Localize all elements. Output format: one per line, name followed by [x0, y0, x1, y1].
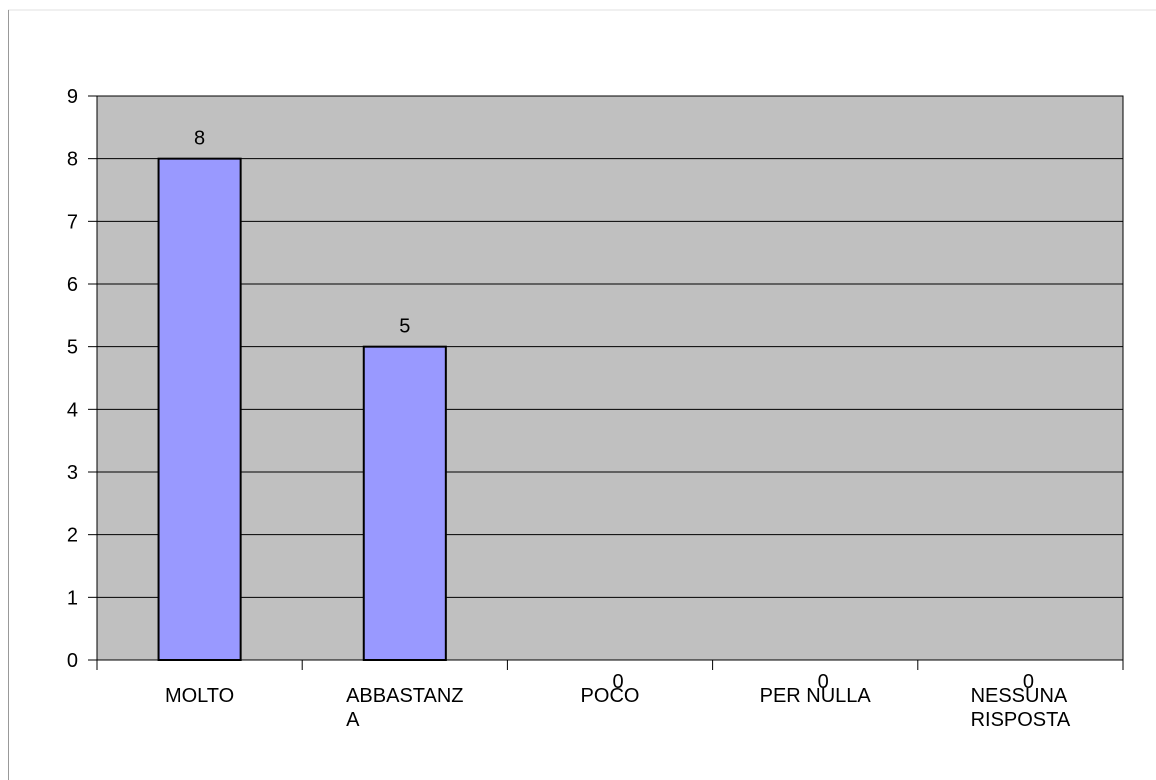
x-tick-label: PER NULLA — [760, 685, 872, 707]
plot-border — [96, 95, 1124, 661]
x-tick-label: MOLTO — [165, 685, 234, 707]
bar — [362, 345, 447, 661]
y-tick-label: 3 — [67, 462, 78, 484]
value-label: 0 — [612, 671, 623, 693]
x-tick-label: POCO — [581, 685, 640, 707]
y-tick-label: 0 — [67, 650, 78, 672]
value-label: 0 — [818, 671, 829, 693]
x-tick-label: NESSUNA RISPOSTA — [971, 685, 1071, 731]
y-tick-label: 2 — [67, 525, 78, 547]
bar — [157, 157, 242, 662]
y-tick-label: 1 — [67, 587, 78, 609]
y-tick-label: 5 — [67, 337, 78, 359]
y-tick-label: 8 — [67, 149, 78, 171]
value-label: 0 — [1023, 671, 1034, 693]
plot-area — [97, 96, 1123, 660]
value-label: 5 — [399, 316, 410, 338]
y-tick-label: 7 — [67, 211, 78, 233]
y-tick-label: 6 — [67, 274, 78, 296]
x-tick-label: ABBASTANZ A — [346, 685, 463, 731]
value-label: 8 — [194, 128, 205, 150]
y-tick-label: 9 — [67, 86, 78, 108]
y-tick-label: 4 — [67, 399, 78, 421]
